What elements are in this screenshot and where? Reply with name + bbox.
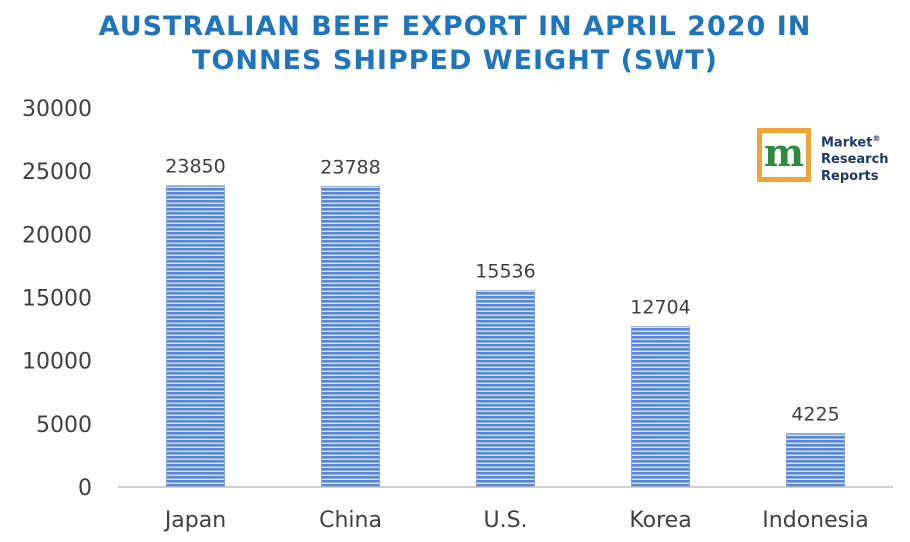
y-axis: 0 5000 10000 15000 20000 25000 30000 xyxy=(22,97,92,501)
logo-word-2: Research xyxy=(821,152,889,168)
x-tick-label: Indonesia xyxy=(762,508,868,533)
logo-word-3: Reports xyxy=(821,169,879,185)
chart-title-line-2: TONNES SHIPPED WEIGHT (SWT) xyxy=(192,45,718,76)
data-label: 23850 xyxy=(165,156,225,178)
data-label: 12704 xyxy=(630,297,690,319)
data-label: 15536 xyxy=(475,261,535,283)
data-label: 23788 xyxy=(320,156,380,178)
bar-u-s xyxy=(476,290,535,488)
bar-indonesia xyxy=(786,433,845,488)
y-tick-label: 5000 xyxy=(36,413,92,438)
x-tick-label: U.S. xyxy=(483,508,527,533)
x-tick-label: China xyxy=(319,508,382,533)
chart-title: AUSTRALIAN BEEF EXPORT IN APRIL 2020 IN … xyxy=(0,10,910,78)
y-tick-label: 20000 xyxy=(22,223,92,248)
y-tick-label: 10000 xyxy=(22,350,92,375)
market-research-reports-logo: m Market® Research Reports xyxy=(757,128,897,194)
data-label: 4225 xyxy=(791,404,839,426)
x-tick-label: Japan xyxy=(163,508,226,533)
bar-china xyxy=(321,186,380,488)
chart-title-line-1: AUSTRALIAN BEEF EXPORT IN APRIL 2020 IN xyxy=(98,11,812,42)
y-tick-label: 0 xyxy=(78,476,92,501)
logo-wordmark: Market® Research Reports xyxy=(821,130,889,185)
logo-word-1: Market xyxy=(821,135,873,151)
logo-m-icon: m xyxy=(763,130,805,175)
bars-group: 23850 23788 15536 12704 4225 xyxy=(165,156,845,488)
logo-registered: ® xyxy=(872,134,881,143)
bar-korea xyxy=(631,326,690,488)
logo-mark-box: m xyxy=(757,128,811,182)
x-tick-label: Korea xyxy=(629,508,691,533)
x-axis: Japan China U.S. Korea Indonesia xyxy=(163,508,869,533)
y-tick-label: 30000 xyxy=(22,97,92,122)
y-tick-label: 15000 xyxy=(22,287,92,312)
y-tick-label: 25000 xyxy=(22,160,92,185)
bar-japan xyxy=(166,185,225,488)
